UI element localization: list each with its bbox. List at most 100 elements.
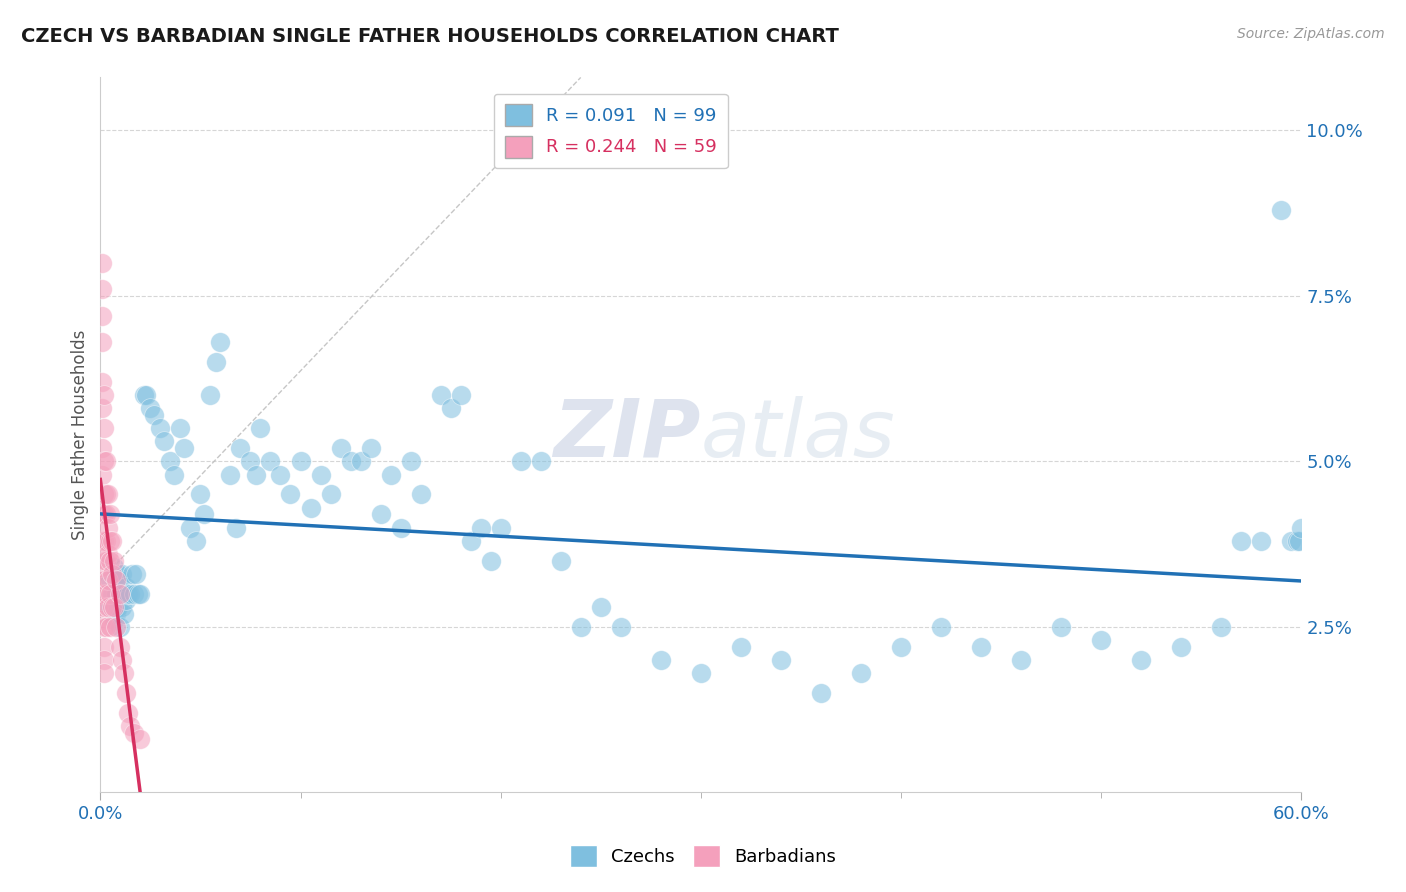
Point: [259, 454, 281, 468]
Point: [550, 554, 572, 568]
Point: [229, 441, 252, 455]
Point: [117, 587, 139, 601]
Point: [269, 467, 291, 482]
Point: [111, 599, 134, 614]
Point: [970, 640, 993, 654]
Point: [1211, 620, 1233, 634]
Point: [117, 706, 139, 720]
Point: [96, 533, 118, 548]
Point: [93, 666, 115, 681]
Point: [159, 454, 181, 468]
Point: [124, 587, 146, 601]
Point: [193, 508, 215, 522]
Point: [93, 599, 115, 614]
Point: [112, 666, 135, 681]
Point: [190, 487, 212, 501]
Point: [93, 554, 115, 568]
Point: [169, 421, 191, 435]
Text: atlas: atlas: [700, 396, 896, 474]
Text: CZECH VS BARBADIAN SINGLE FATHER HOUSEHOLDS CORRELATION CHART: CZECH VS BARBADIAN SINGLE FATHER HOUSEHO…: [21, 27, 839, 45]
Point: [101, 566, 124, 581]
Point: [309, 467, 332, 482]
Point: [1270, 202, 1292, 217]
Point: [91, 282, 114, 296]
Point: [97, 599, 120, 614]
Point: [650, 653, 672, 667]
Point: [349, 454, 371, 468]
Point: [489, 520, 512, 534]
Point: [205, 355, 228, 369]
Point: [120, 587, 142, 601]
Legend: Czechs, Barbadians: Czechs, Barbadians: [562, 838, 844, 874]
Point: [319, 487, 342, 501]
Point: [91, 467, 114, 482]
Point: [810, 686, 832, 700]
Point: [96, 454, 118, 468]
Text: Source: ZipAtlas.com: Source: ZipAtlas.com: [1237, 27, 1385, 41]
Point: [91, 613, 114, 627]
Point: [91, 508, 114, 522]
Point: [1250, 533, 1272, 548]
Text: ZIP: ZIP: [554, 396, 700, 474]
Point: [93, 533, 115, 548]
Point: [91, 335, 114, 350]
Point: [91, 560, 114, 574]
Point: [98, 508, 121, 522]
Point: [101, 587, 124, 601]
Point: [115, 686, 138, 700]
Point: [730, 640, 752, 654]
Point: [399, 454, 422, 468]
Point: [849, 666, 872, 681]
Point: [249, 421, 271, 435]
Point: [127, 587, 149, 601]
Point: [96, 620, 118, 634]
Point: [105, 574, 128, 588]
Point: [112, 587, 135, 601]
Point: [1288, 533, 1310, 548]
Point: [101, 599, 124, 614]
Point: [110, 620, 132, 634]
Point: [93, 454, 115, 468]
Point: [135, 388, 157, 402]
Point: [1010, 653, 1032, 667]
Point: [470, 520, 492, 534]
Point: [115, 580, 138, 594]
Point: [569, 620, 592, 634]
Point: [389, 520, 412, 534]
Point: [96, 487, 118, 501]
Point: [96, 554, 118, 568]
Point: [1230, 533, 1253, 548]
Point: [769, 653, 792, 667]
Point: [1090, 633, 1112, 648]
Point: [143, 408, 166, 422]
Point: [153, 434, 176, 449]
Point: [163, 467, 186, 482]
Point: [380, 467, 402, 482]
Point: [245, 467, 267, 482]
Point: [609, 620, 631, 634]
Point: [450, 388, 472, 402]
Point: [101, 533, 124, 548]
Point: [91, 256, 114, 270]
Point: [98, 533, 121, 548]
Point: [409, 487, 432, 501]
Point: [200, 388, 222, 402]
Point: [120, 719, 142, 733]
Point: [97, 574, 120, 588]
Point: [929, 620, 952, 634]
Point: [360, 441, 382, 455]
Point: [173, 441, 195, 455]
Point: [1130, 653, 1153, 667]
Point: [98, 574, 121, 588]
Point: [110, 587, 132, 601]
Point: [111, 653, 134, 667]
Point: [93, 508, 115, 522]
Point: [129, 732, 152, 747]
Point: [290, 454, 312, 468]
Point: [121, 566, 143, 581]
Point: [93, 653, 115, 667]
Point: [339, 454, 361, 468]
Point: [110, 640, 132, 654]
Point: [1050, 620, 1073, 634]
Point: [107, 599, 129, 614]
